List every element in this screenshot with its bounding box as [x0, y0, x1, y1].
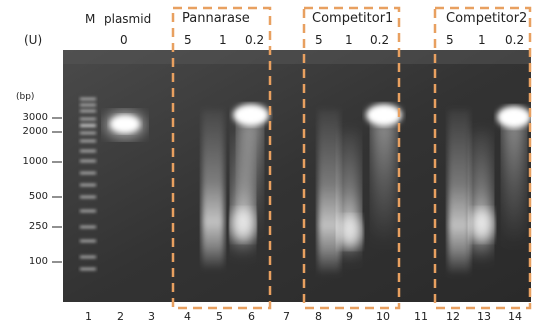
digest-smear-lane8	[318, 110, 340, 275]
lane-number: 10	[376, 310, 390, 323]
lane-number: 5	[216, 310, 223, 323]
marker-size-250: 250	[28, 221, 48, 232]
lane-number: 14	[508, 310, 522, 323]
lane-number: 4	[184, 310, 191, 323]
lane-number: 7	[283, 310, 290, 323]
unit-label: (U)	[24, 33, 43, 47]
competitor2-box	[433, 6, 532, 310]
group-boxes	[171, 6, 532, 310]
marker-size-3000: 3000	[22, 112, 48, 123]
marker-size-1000: 1000	[22, 156, 48, 167]
group-title-competitor1: Competitor1	[312, 11, 394, 26]
amount-lane8: 5	[315, 33, 323, 47]
lane-number: 13	[477, 310, 491, 323]
marker-size-500: 500	[28, 191, 48, 202]
digest-band-lane9	[338, 216, 362, 248]
marker-size-100: 100	[28, 256, 48, 267]
group-title-competitor2: Competitor2	[446, 11, 528, 26]
amount-lane9: 1	[345, 33, 353, 47]
amount-lane4: 5	[184, 33, 192, 47]
amount-lane10: 0.2	[370, 33, 390, 47]
lane-number: 2	[117, 310, 124, 323]
bp-unit-label: (bp)	[16, 92, 35, 102]
marker-ladder	[80, 98, 96, 270]
digest-trail-lane10	[372, 120, 396, 245]
competitor1-box	[302, 6, 401, 310]
well-strip	[63, 50, 531, 64]
digest-band-lane13	[470, 209, 494, 241]
lane-number: 9	[346, 310, 353, 323]
plasmid-label: plasmid	[104, 12, 152, 26]
lane-number: 12	[446, 310, 460, 323]
amount-lane13: 1	[478, 33, 486, 47]
digest-smear-lane4	[202, 110, 224, 270]
lane-number: 6	[248, 310, 255, 323]
plasmid-band	[110, 115, 140, 133]
lane-number: 11	[414, 310, 428, 323]
marker-label: M	[85, 12, 96, 26]
marker-size-2000: 2000	[22, 126, 48, 137]
group-title-pannarase: Pannarase	[182, 11, 250, 26]
lane-number: 3	[148, 310, 155, 323]
lane-number: 8	[315, 310, 322, 323]
amount-lane6: 0.2	[245, 33, 265, 47]
lane-number: 1	[85, 310, 92, 323]
amount-lane5: 1	[219, 33, 227, 47]
digest-trail-lane6	[238, 120, 262, 240]
plasmid-amount: 0	[120, 33, 128, 47]
digest-trail-lane14	[503, 120, 525, 245]
amount-lane12: 5	[446, 33, 454, 47]
pannarase-box	[171, 6, 272, 310]
marker-ticks	[52, 117, 62, 263]
amount-lane14: 0.2	[505, 33, 525, 47]
digest-smear-lane12	[448, 110, 470, 275]
